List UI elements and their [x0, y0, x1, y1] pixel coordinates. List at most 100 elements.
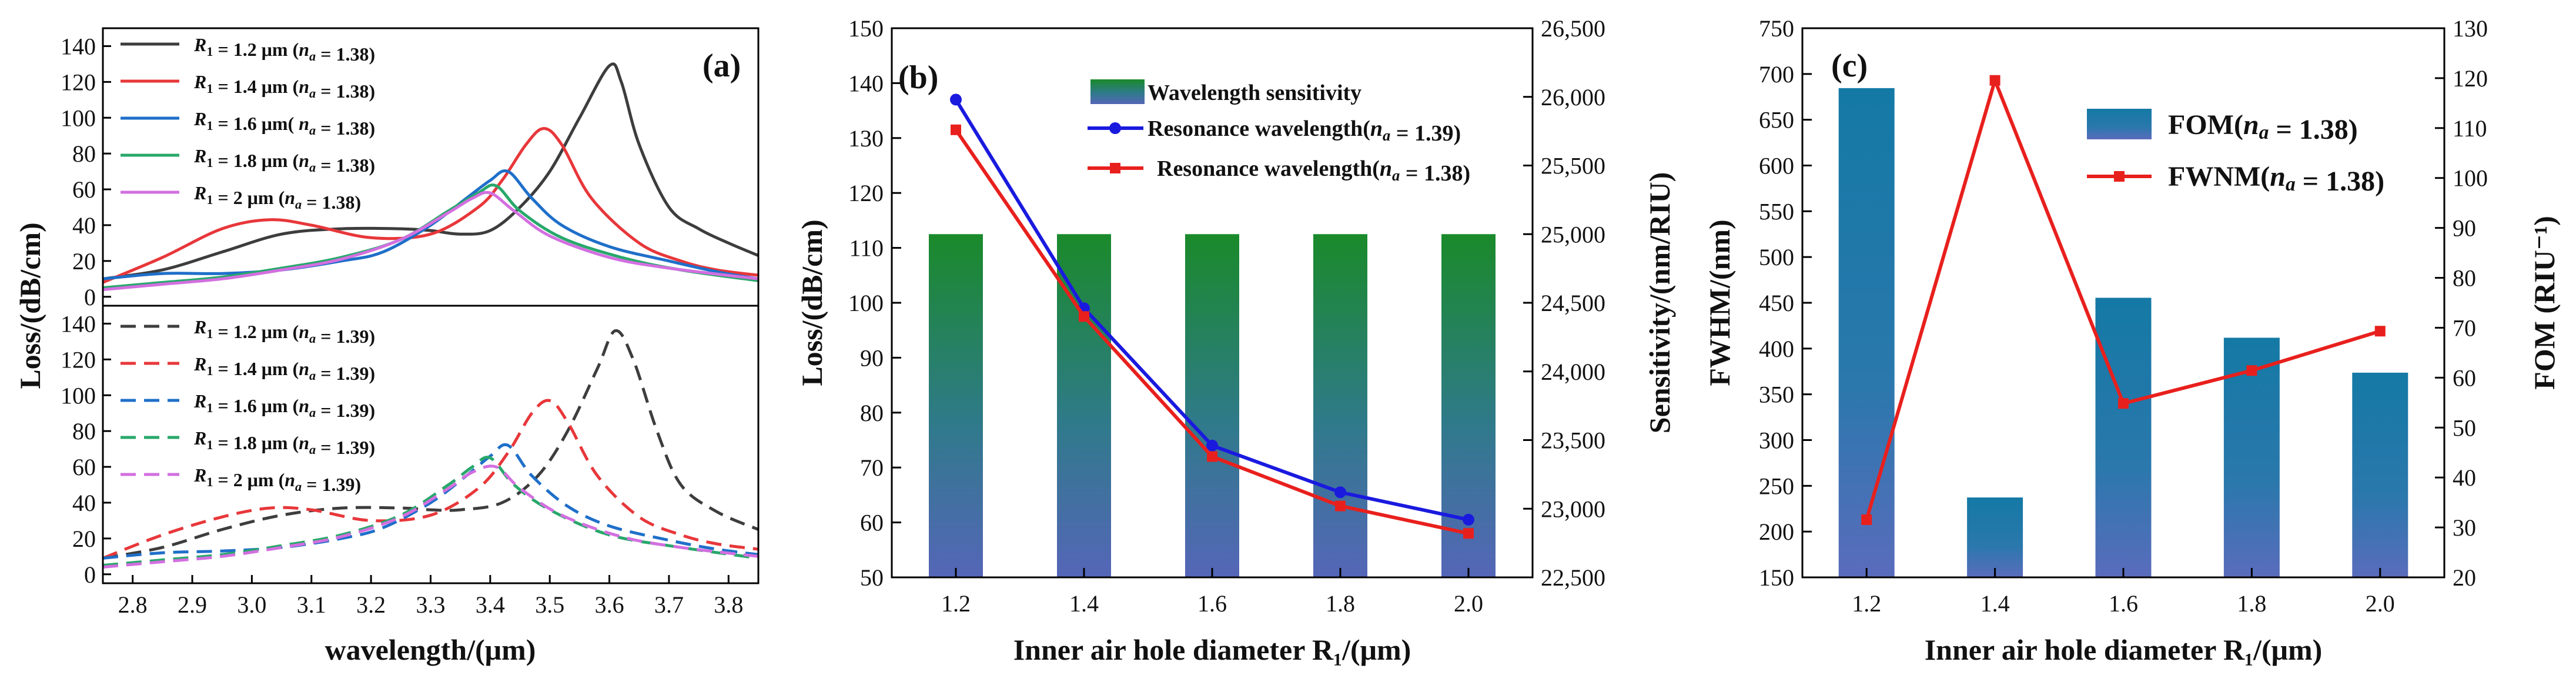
y-tick-label: 300 [1759, 427, 1794, 454]
legend-swatch-bars [2087, 109, 2152, 139]
y-tick-label: 80 [72, 141, 96, 167]
y-tick-label: 120 [61, 69, 96, 95]
bar-1.4 [1057, 234, 1111, 577]
y-tick-label: 250 [1759, 473, 1794, 499]
x-tick-label: 1.2 [1852, 590, 1881, 617]
panel-c-bars [1838, 88, 2408, 577]
y-tick-label: 140 [61, 33, 96, 59]
y-tick-label: 120 [848, 180, 884, 206]
x-tick-label: 3.2 [356, 591, 386, 618]
y-tick-label: 450 [1759, 290, 1794, 316]
y-tick-right-label: 40 [2453, 464, 2476, 491]
y-tick-right-label: 26,000 [1541, 84, 1605, 111]
panel-c-series [1861, 75, 2386, 525]
y-tick-label: 700 [1759, 61, 1794, 88]
y-tick-label: 100 [61, 382, 96, 409]
y-tick-label: 140 [61, 310, 96, 337]
point-2-1.6 [1207, 451, 1217, 462]
y-tick-label: 20 [72, 248, 96, 275]
x-tick-label: 2.0 [2366, 590, 2395, 617]
y-tick-label: 150 [1759, 564, 1794, 591]
series-line-top-1 [103, 62, 758, 280]
y-tick-label: 70 [860, 454, 884, 481]
point-1-1.8 [1334, 486, 1346, 499]
legend-label-top-2: R1 = 1.4 μm (na = 1.38) [193, 71, 375, 102]
y-tick-label: 80 [72, 418, 96, 444]
y-tick-right-label: 23,000 [1541, 496, 1605, 522]
point-1-1.6 [1206, 439, 1218, 452]
y-tick-right-label: 30 [2453, 514, 2476, 541]
x-tick-label: 1.8 [2237, 590, 2266, 617]
point-1-2.0 [1463, 513, 1474, 526]
bar-1.8 [1313, 234, 1367, 577]
point-1-1.2 [950, 93, 962, 106]
series-line-bottom-4 [103, 456, 758, 567]
legend-label-bottom-4: R1 = 1.8 μm (na = 1.39) [193, 427, 375, 458]
y-tick-label: 60 [72, 176, 96, 203]
panel-c: 1.2 1.4 1.6 1.8 2.0 150 200 250 300 350 400 450 500 5… [1703, 15, 2561, 666]
y-tick-label: 100 [848, 290, 884, 316]
point-2-1.8 [1335, 500, 1346, 512]
legend-label-bars: Wavelength sensitivity [1148, 81, 1361, 105]
legend-label-1: FWNM(na = 1.38) [2168, 161, 2384, 197]
bar-2.0 [2352, 372, 2408, 577]
y-tick-right-label: 60 [2453, 365, 2476, 391]
legend-label-bottom-2: R1 = 1.4 μm (na = 1.39) [193, 353, 375, 384]
series-line-bottom-5 [103, 464, 758, 569]
y-tick-label: 110 [849, 235, 884, 262]
panel-c-ticks: 1.2 1.4 1.6 1.8 2.0 150 200 250 300 350 400 450 500 5… [1759, 15, 2488, 617]
panel-c-xlabel: Inner air hole diameter R₁/(μm) [1925, 633, 2323, 666]
panel-a-legend-top: R1 = 1.2 μm (na = 1.38) R1 = 1.4 μm (na =… [121, 34, 375, 213]
panel-c-legend: FOM(na = 1.38) FWNM(na = 1.38) [2087, 109, 2384, 197]
legend-label-top-4: R1 = 1.8 μm (na = 1.38) [193, 145, 375, 176]
x-tick-label: 1.4 [1980, 590, 2010, 617]
y-tick-label: 550 [1759, 198, 1794, 225]
point-1-1.4 [1989, 75, 2000, 86]
y-tick-label: 80 [860, 400, 884, 426]
panel-a-xlabel: wavelength/(μm) [325, 633, 536, 666]
legend-marker-1 [2114, 171, 2125, 182]
series-line-bottom-2 [103, 399, 758, 560]
legend-label-bottom-5: R1 = 2 μm (na = 1.39) [193, 464, 361, 495]
panel-c-ylabel: FWHM/(nm) [1703, 219, 1736, 386]
y-tick-label: 0 [84, 284, 96, 310]
bar-1.6 [2095, 297, 2152, 577]
y-tick-right-label: 25,500 [1541, 153, 1605, 179]
panel-c-ylabel-right: FOM (RIU⁻¹) [2528, 216, 2561, 389]
point-2-1.2 [951, 124, 961, 135]
bar-2.0 [1441, 234, 1496, 577]
x-tick-label: 1.6 [2109, 590, 2138, 617]
y-tick-label: 500 [1759, 244, 1794, 270]
x-tick-label: 3.7 [654, 591, 684, 618]
panel-b-ylabel-right: Sensitivity/(nm/RIU) [1643, 172, 1676, 433]
y-tick-label: 20 [72, 526, 96, 552]
legend-marker-2 [1110, 163, 1120, 173]
y-tick-right-label: 26,500 [1541, 15, 1605, 42]
y-tick-label: 600 [1759, 153, 1794, 179]
legend-marker-1 [1109, 122, 1121, 134]
y-tick-right-label: 130 [2453, 15, 2488, 42]
y-tick-right-label: 90 [2453, 215, 2476, 242]
panel-b-ylabel: Loss/(dB/cm) [795, 219, 828, 386]
point-2-2.0 [1463, 528, 1474, 539]
y-tick-label: 0 [84, 561, 96, 588]
legend-label-2: Resonance wavelength(na = 1.38) [1157, 156, 1470, 186]
panel-c-label: (c) [1831, 48, 1868, 84]
y-tick-right-label: 24,500 [1541, 290, 1605, 316]
y-tick-label: 150 [848, 15, 884, 42]
point-1-1.2 [1861, 514, 1872, 525]
y-tick-right-label: 22,500 [1541, 564, 1605, 591]
y-tick-label: 650 [1759, 107, 1794, 133]
panel-a-legend-bottom: R1 = 1.2 μm (na = 1.39) R1 = 1.4 μm (na =… [121, 316, 375, 495]
y-tick-label: 40 [72, 490, 96, 516]
y-tick-right-label: 70 [2453, 315, 2476, 341]
x-tick-label: 3.4 [476, 591, 505, 618]
y-tick-right-label: 80 [2453, 265, 2476, 292]
y-tick-label: 40 [72, 212, 96, 239]
y-tick-label: 140 [848, 70, 884, 96]
bar-1.6 [1185, 234, 1239, 577]
legend-swatch-bars [1090, 79, 1145, 104]
x-tick-label: 2.8 [118, 591, 148, 618]
series-line-top-5 [103, 190, 758, 292]
